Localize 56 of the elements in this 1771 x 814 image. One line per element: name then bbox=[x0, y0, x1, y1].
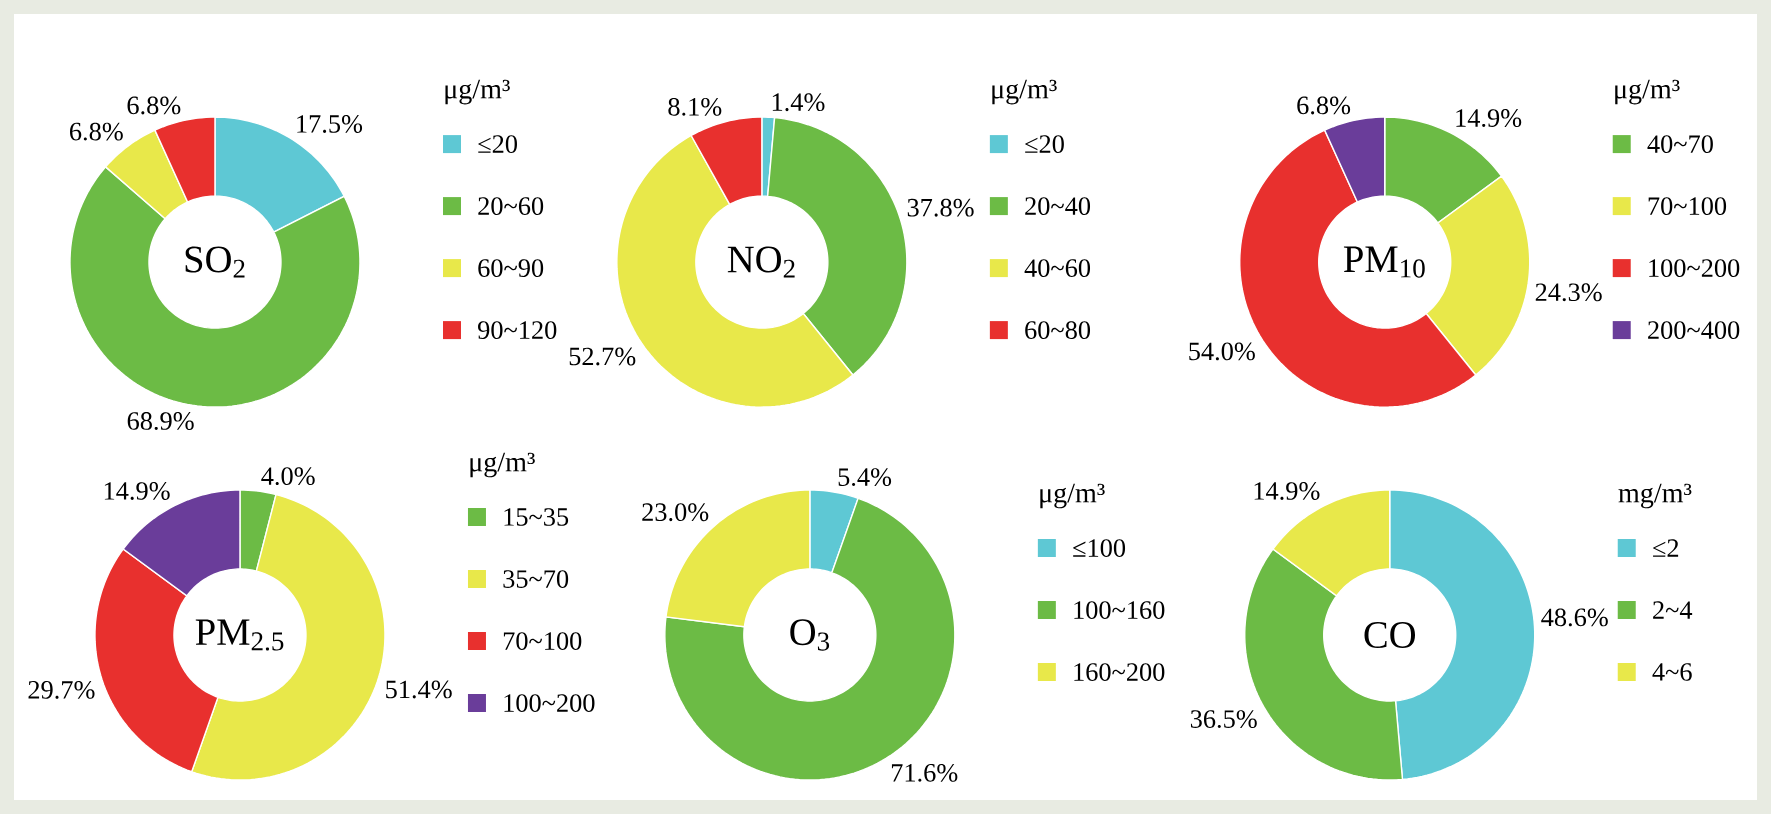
legend-label: 35~70 bbox=[503, 570, 569, 588]
legend-label: 160~200 bbox=[1074, 663, 1165, 681]
data-label: 4.0% bbox=[261, 467, 315, 486]
legend-title: μg/m³ bbox=[470, 452, 535, 478]
data-label: 36.5% bbox=[1190, 710, 1257, 729]
legend-title: mg/m³ bbox=[1618, 483, 1692, 509]
legend-label: 20~40 bbox=[1025, 197, 1091, 215]
data-label: 14.9% bbox=[1456, 109, 1522, 128]
text: O$_{3}$ bbox=[790, 619, 830, 651]
data-label: 6.8% bbox=[1297, 96, 1351, 115]
legend-label: ≤100 bbox=[1073, 539, 1126, 557]
text: PM$_{2.5}$ bbox=[195, 619, 284, 651]
data-label: 14.9% bbox=[104, 482, 170, 500]
text: PM$_{10}$ bbox=[1343, 246, 1425, 278]
legend-label: 100~160 bbox=[1074, 601, 1165, 619]
data-label: 37.8% bbox=[907, 198, 974, 217]
legend-label: ≤2 bbox=[1653, 539, 1679, 557]
legend-label: 2~4 bbox=[1653, 601, 1693, 619]
data-label: 1.4% bbox=[772, 93, 825, 112]
data-label: 14.9% bbox=[1254, 482, 1320, 500]
data-label: 8.1% bbox=[668, 97, 722, 116]
data-label: 71.6% bbox=[891, 763, 958, 782]
legend-label: 4~6 bbox=[1652, 663, 1692, 681]
legend-title: μg/m³ bbox=[1615, 79, 1680, 105]
text: SO$_{2}$ bbox=[185, 246, 245, 278]
text: CO bbox=[1364, 622, 1416, 649]
legend-title: μg/m³ bbox=[1040, 483, 1105, 509]
data-label: 17.5% bbox=[297, 115, 363, 133]
legend-label: 40~70 bbox=[1647, 135, 1713, 153]
legend-label: ≤20 bbox=[1025, 135, 1064, 153]
legend-label: 40~60 bbox=[1024, 259, 1091, 277]
data-label: 24.3% bbox=[1535, 283, 1602, 302]
data-label: 5.4% bbox=[838, 468, 892, 487]
legend-title: μg/m³ bbox=[445, 79, 510, 105]
legend-label: 15~35 bbox=[504, 508, 569, 526]
legend-label: 70~100 bbox=[503, 632, 582, 650]
legend-label: ≤20 bbox=[478, 135, 517, 153]
data-label: 6.8% bbox=[127, 96, 181, 115]
data-label: 6.8% bbox=[70, 122, 123, 141]
data-label: 23.0% bbox=[642, 503, 709, 522]
legend-label: 70~100 bbox=[1648, 197, 1727, 215]
text: NO$_{2}$ bbox=[727, 246, 795, 278]
legend-label: 90~120 bbox=[478, 321, 557, 339]
legend-label: 20~60 bbox=[478, 197, 544, 215]
data-label: 52.7% bbox=[569, 347, 636, 366]
legend-title: μg/m³ bbox=[992, 79, 1057, 105]
legend-label: 60~80 bbox=[1025, 321, 1091, 339]
legend-label: 100~200 bbox=[504, 694, 595, 712]
data-label: 29.7% bbox=[28, 680, 95, 699]
legend-label: 60~90 bbox=[478, 259, 544, 277]
legend-label: 200~400 bbox=[1648, 321, 1740, 339]
legend-label: 100~200 bbox=[1649, 259, 1740, 277]
data-label: 54.0% bbox=[1189, 342, 1255, 361]
data-label: 51.4% bbox=[386, 680, 452, 699]
data-label: 68.9% bbox=[127, 412, 194, 430]
data-label: 48.6% bbox=[1541, 608, 1608, 627]
